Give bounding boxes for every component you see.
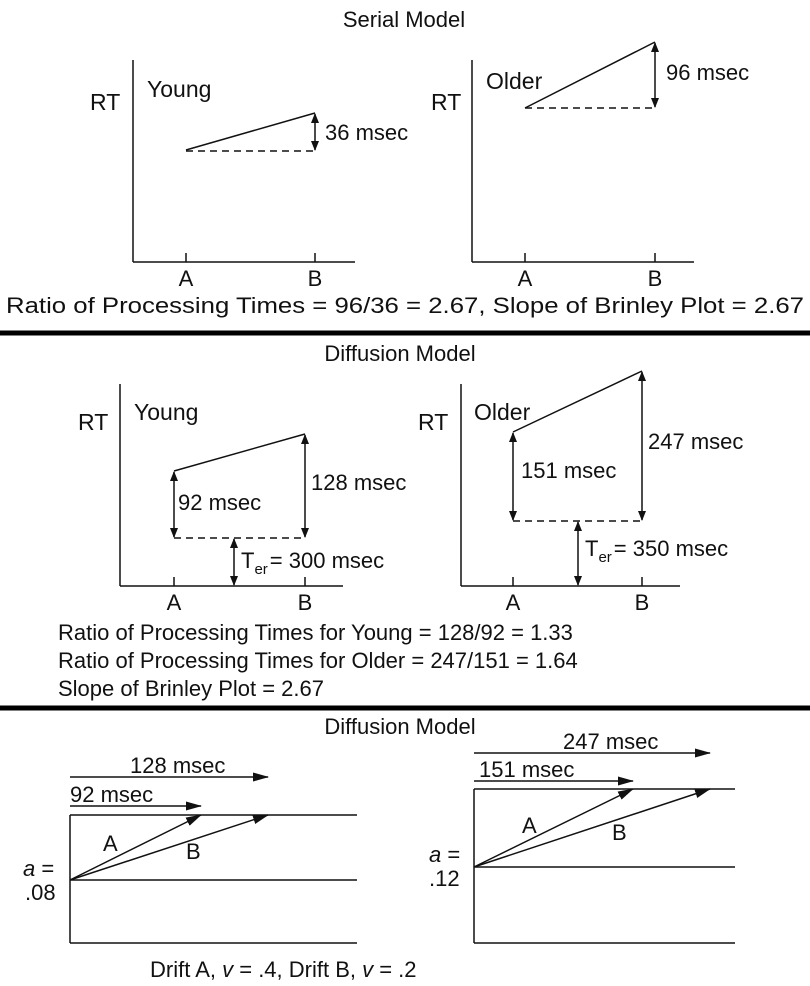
serial-summary: Ratio of Processing Times = 96/36 = 2.67… [6,293,804,318]
path-a-label: A [103,831,118,856]
older-label: Older [486,68,543,94]
boundary-separation-value: .08 [25,880,56,905]
ter-label: Ter= 350 msec [585,536,728,566]
diffusion-model-drift-section: Diffusion Model 128 msec 92 msec A B a =… [23,714,735,982]
x-label-b: B [635,590,650,615]
older-label: Older [474,399,531,425]
b-time-label: 128 msec [130,753,225,778]
rt-slope-line [524,41,656,109]
x-label-b: B [308,266,323,291]
rt-slope-line [173,433,306,472]
difference-label: 36 msec [325,120,408,145]
young-ratio-line: Ratio of Processing Times for Young = 12… [58,620,573,645]
b-time-label: 247 msec [563,729,658,754]
boundary-separation-value: .12 [429,866,460,891]
young-label: Young [134,399,198,425]
drift-path-b [473,788,711,868]
diffusion-model-rt-section: Diffusion Model RT Young 92 msec 128 mse… [58,341,743,701]
a-time-label: 92 msec [178,490,261,515]
x-label-a: A [506,590,521,615]
path-b-label: B [186,839,201,864]
ter-label: Ter= 300 msec [241,548,384,578]
diffusion-young-panel: RT Young 92 msec 128 msec Ter= 300 msec … [78,384,406,615]
drift-panel-young: 128 msec 92 msec A B a = .08 [23,753,357,944]
diffusion-older-panel: RT Older 151 msec 247 msec Ter= 350 msec… [418,370,743,615]
young-label: Young [147,76,211,102]
serial-young-panel: RT Young 36 msec A B [90,60,408,291]
drift-path-b [69,814,269,881]
older-ratio-line: Ratio of Processing Times for Older = 24… [58,648,578,673]
x-label-a: A [518,266,533,291]
path-b-label: B [612,820,627,845]
a-time-label: 92 msec [70,782,153,807]
b-time-label: 247 msec [648,429,743,454]
rt-axis-label: RT [418,409,448,435]
diffusion-model-title: Diffusion Model [324,714,475,739]
b-time-label: 128 msec [311,470,406,495]
x-label-b: B [648,266,663,291]
a-time-label: 151 msec [479,757,574,782]
rt-slope-line [512,370,643,433]
rt-axis-label: RT [78,409,108,435]
rt-axis-label: RT [90,89,120,115]
x-label-a: A [179,266,194,291]
serial-older-panel: RT Older 96 msec A B [431,41,749,291]
rt-axis-label: RT [431,89,461,115]
path-a-label: A [522,813,537,838]
rt-slope-line [185,112,316,151]
boundary-separation-label: a = [23,856,54,881]
drift-path-a [69,814,202,881]
diffusion-model-title: Diffusion Model [324,341,475,366]
a-time-label: 151 msec [521,458,616,483]
brinley-slope-line: Slope of Brinley Plot = 2.67 [58,676,324,701]
difference-label: 96 msec [666,60,749,85]
boundary-separation-label: a = [429,842,460,867]
x-label-b: B [298,590,313,615]
drift-rates-caption: Drift A, v = .4, Drift B, v = .2 [150,957,417,982]
serial-model-section: Serial Model RT Young 36 msec A B RT Old… [6,7,804,318]
serial-model-title: Serial Model [343,7,465,32]
x-label-a: A [167,590,182,615]
drift-panel-older: 247 msec 151 msec A B a = .12 [429,729,735,944]
drift-path-a [473,788,634,868]
